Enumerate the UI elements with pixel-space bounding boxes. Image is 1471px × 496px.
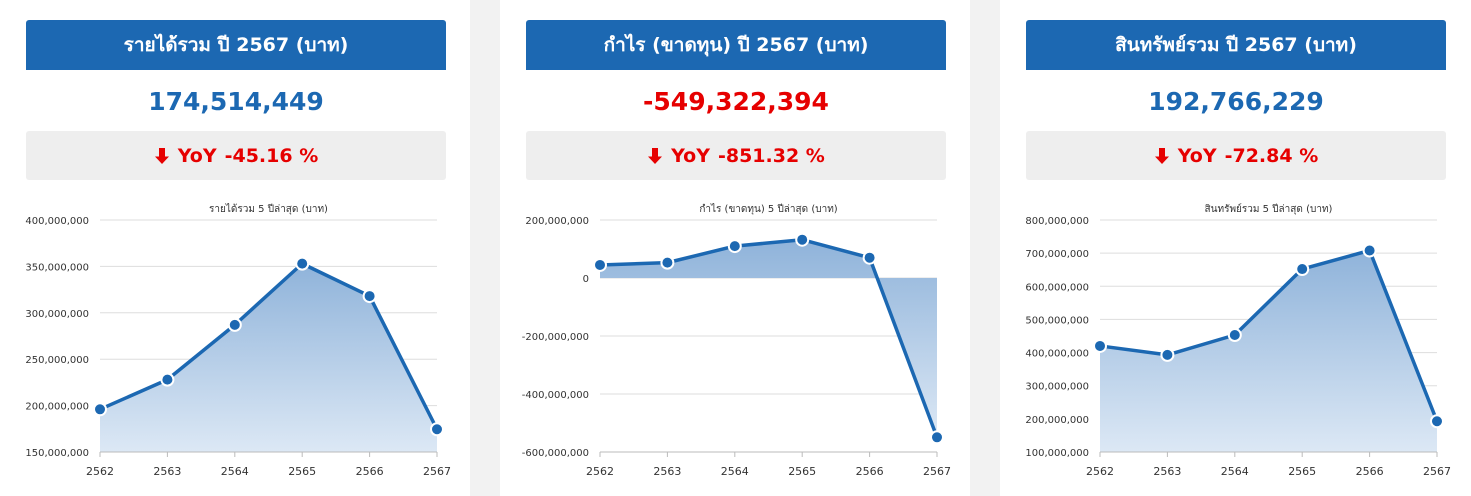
data-point[interactable] [593,257,607,272]
data-point[interactable] [1430,414,1444,429]
data-point[interactable] [295,256,310,271]
y-tick-label: 700,000,000 [1025,249,1089,260]
data-point[interactable] [727,239,742,254]
y-tick-label: 500,000,000 [1025,315,1089,326]
y-tick-label: -200,000,000 [522,332,589,343]
yoy-value: -72.84 % [1224,144,1319,167]
chart-title: สินทรัพย์รวม 5 ปีล่าสุด (บาท) [1205,203,1333,215]
y-tick-label: -600,000,000 [522,448,589,459]
y-tick-label: 300,000,000 [25,309,89,320]
y-tick-label: 200,000,000 [1025,415,1089,426]
data-point[interactable] [160,372,175,387]
y-tick-label: 400,000,000 [1025,349,1089,360]
arrow-down-icon [1154,147,1170,165]
arrow-down-icon [647,147,663,165]
revenue-card: รายได้รวม ปี 2567 (บาท) 174,514,449 YoY … [0,0,470,496]
x-tick-label: 2567 [923,465,951,478]
revenue-chart: รายได้รวม 5 ปีล่าสุด (บาท) 150,000,000 200… [25,203,451,478]
card-value: -549,322,394 [643,86,829,116]
x-tick-label: 2567 [1423,465,1451,478]
card-header: สินทรัพย์รวม ปี 2567 (บาท) [1026,20,1446,70]
yoy-value: -851.32 % [717,144,825,167]
y-tick-label: 400,000,000 [25,216,89,227]
arrow-down-icon [154,147,170,165]
yoy-label: YoY [1177,144,1217,167]
x-tick-label: 2566 [356,465,384,478]
data-point[interactable] [1227,328,1242,343]
y-tick-label: 350,000,000 [25,262,89,273]
assets-card: สินทรัพย์รวม ปี 2567 (บาท) 192,766,229 Y… [1000,0,1471,496]
series-line [599,237,939,438]
yoy-badge: YoY -851.32 % [526,131,946,180]
data-point[interactable] [1160,347,1175,362]
y-tick-label: 0 [583,274,589,285]
data-point[interactable] [1362,243,1377,258]
x-tick-label: 2563 [653,465,681,478]
y-tick-label: 600,000,000 [1025,282,1089,293]
yoy-value: -45.16 % [224,144,319,167]
x-tick-label: 2566 [1356,465,1384,478]
y-tick-label: 150,000,000 [25,448,89,459]
x-tick-label: 2563 [1153,465,1181,478]
series-line [1099,248,1439,422]
yoy-label: YoY [177,144,217,167]
chart-title: รายได้รวม 5 ปีล่าสุด (บาท) [209,203,328,215]
data-point[interactable] [1093,338,1107,353]
data-point[interactable] [430,422,444,437]
card-value: 174,514,449 [148,86,324,116]
y-tick-label: 250,000,000 [25,355,89,366]
data-point[interactable] [660,255,675,270]
x-tick-label: 2565 [788,465,816,478]
x-tick-label: 2565 [288,465,316,478]
data-point[interactable] [930,430,944,445]
yoy-badge: YoY -45.16 % [26,131,446,180]
data-point[interactable] [93,402,107,417]
series-line [99,261,439,431]
x-tick-label: 2567 [423,465,451,478]
data-point[interactable] [795,232,810,247]
x-tick-label: 2564 [1221,465,1249,478]
y-tick-label: 100,000,000 [1025,448,1089,459]
x-tick-label: 2562 [1086,465,1114,478]
y-tick-label: 200,000,000 [25,402,89,413]
data-point[interactable] [227,317,242,332]
x-tick-label: 2562 [586,465,614,478]
x-tick-label: 2565 [1288,465,1316,478]
data-point[interactable] [862,250,877,265]
y-tick-label: 200,000,000 [525,216,589,227]
x-tick-label: 2564 [221,465,249,478]
series-area [600,239,937,438]
series-area [1100,250,1437,452]
y-tick-label: -400,000,000 [522,390,589,401]
assets-chart: สินทรัพย์รวม 5 ปีล่าสุด (บาท) 100,000,000… [1025,203,1451,478]
yoy-label: YoY [671,144,710,167]
profit-chart: กำไร (ขาดทุน) 5 ปีล่าสุด (บาท) -600,000,0… [522,203,951,478]
chart-title: กำไร (ขาดทุน) 5 ปีล่าสุด (บาท) [699,203,837,215]
x-tick-label: 2566 [856,465,884,478]
card-header: กำไร (ขาดทุน) ปี 2567 (บาท) [526,20,946,70]
x-tick-label: 2562 [86,465,114,478]
data-point[interactable] [362,289,377,304]
card-header: รายได้รวม ปี 2567 (บาท) [26,20,446,70]
x-tick-label: 2564 [721,465,749,478]
data-point[interactable] [1295,262,1310,277]
y-tick-label: 800,000,000 [1025,216,1089,227]
yoy-badge: YoY -72.84 % [1026,131,1446,180]
card-value: 192,766,229 [1148,86,1324,116]
y-tick-label: 300,000,000 [1025,382,1089,393]
x-tick-label: 2563 [153,465,181,478]
series-area [100,263,437,452]
profit-card: กำไร (ขาดทุน) ปี 2567 (บาท) -549,322,394… [500,0,970,496]
